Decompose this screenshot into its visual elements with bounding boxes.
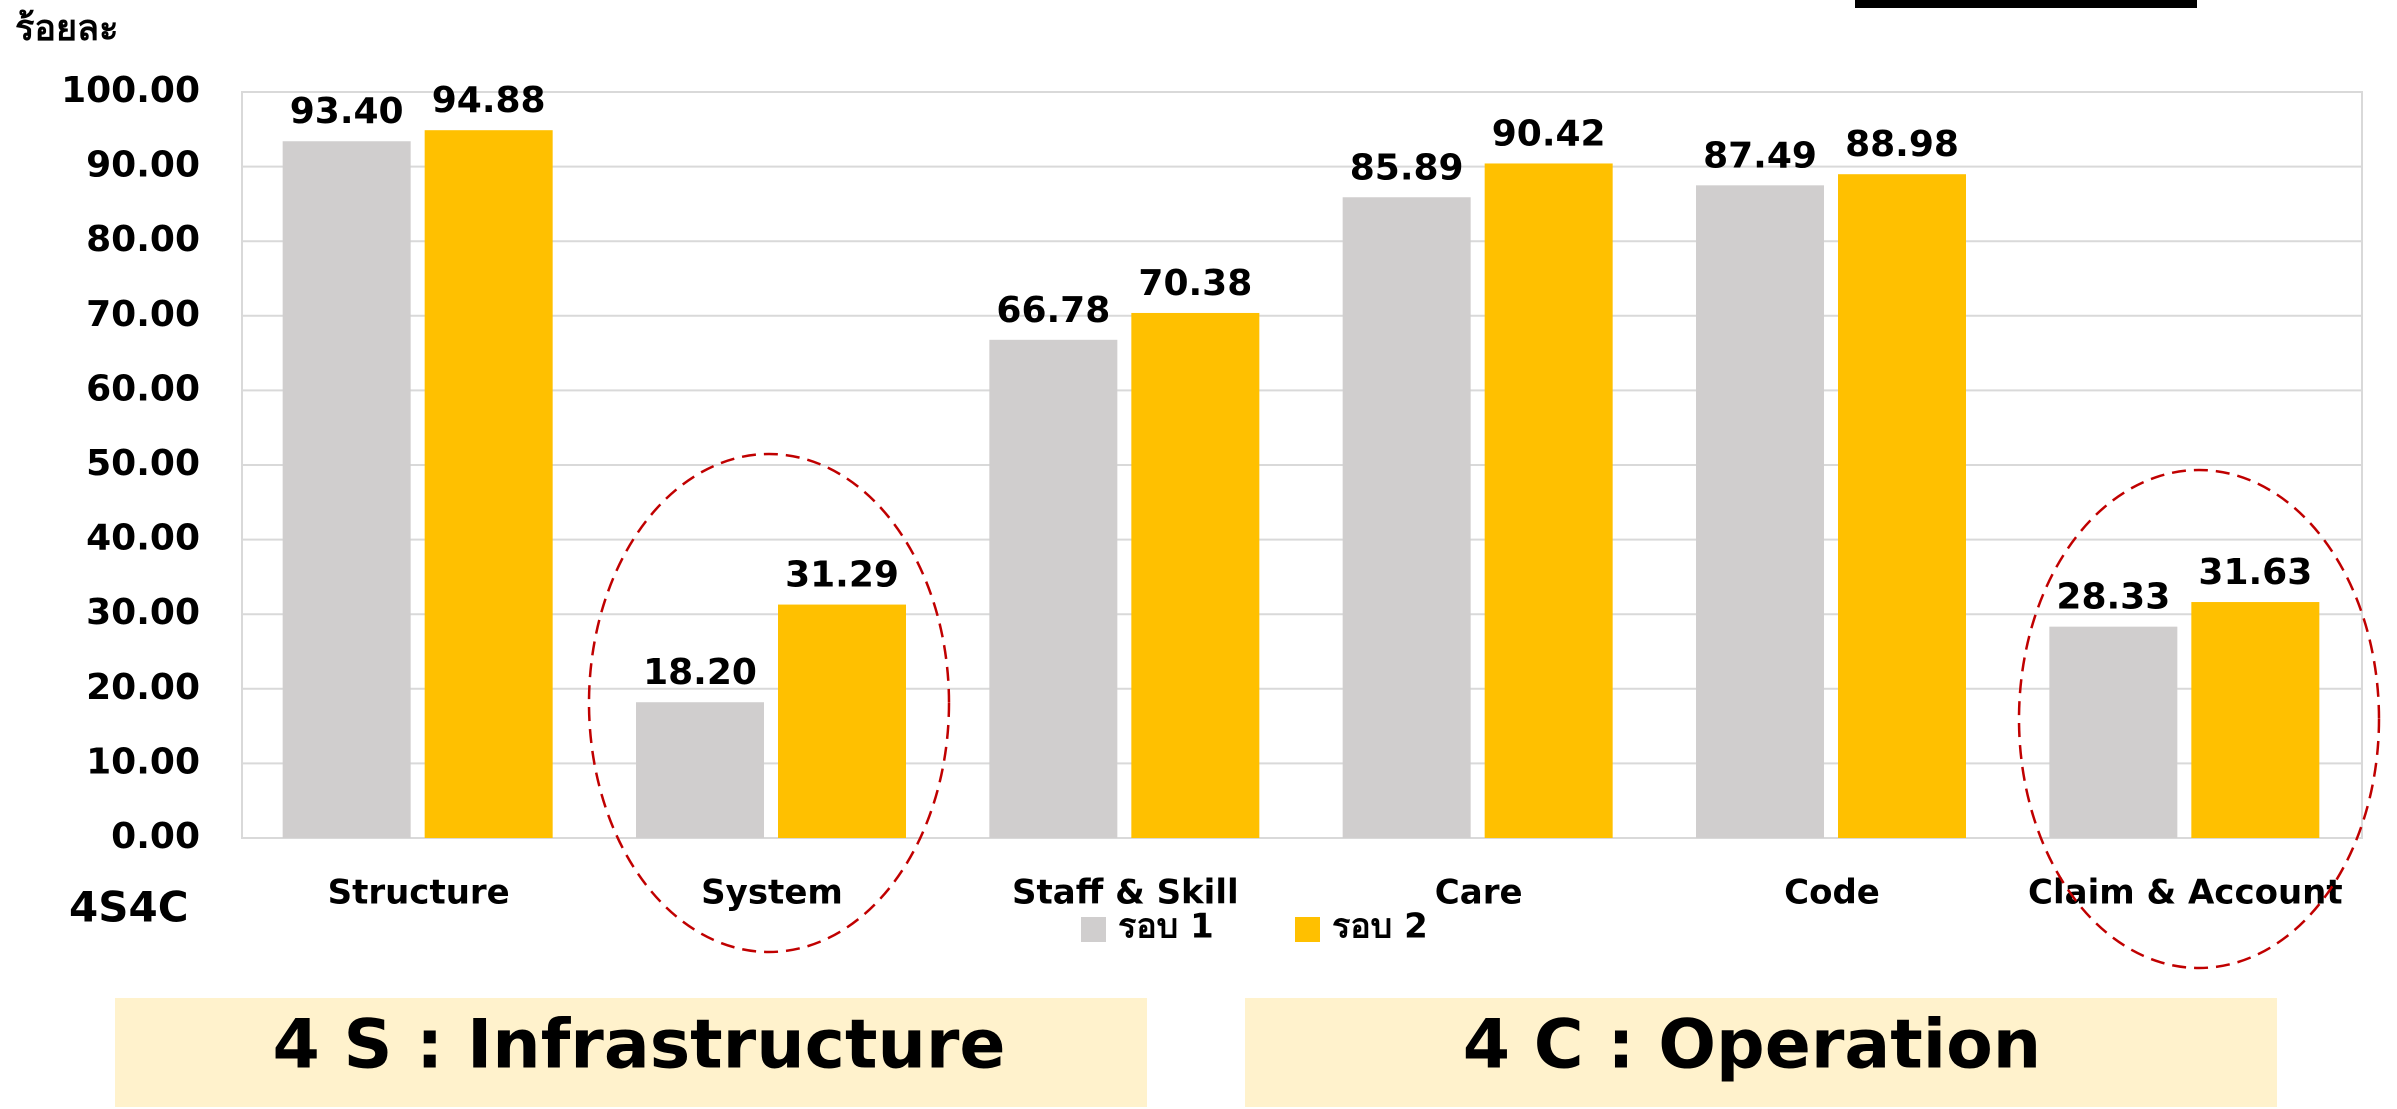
bar [1696, 185, 1824, 839]
highlight-ellipse [2017, 468, 2381, 970]
y-tick-label: 90.00 [86, 145, 200, 186]
y-tick-label: 80.00 [86, 219, 200, 260]
panel [1245, 998, 2277, 1107]
legend-label: รอบ 1 [1118, 907, 1214, 947]
value-label: 94.88 [432, 80, 546, 121]
bar [2191, 602, 2320, 838]
bar [778, 604, 906, 838]
bar [282, 141, 411, 839]
bar [2049, 626, 2178, 838]
panel-title: 4 C : Operation [1463, 1006, 2041, 1085]
value-label: 70.38 [1138, 263, 1252, 304]
x-tick-label: Staff & Skill [1012, 873, 1239, 913]
value-label: 31.29 [785, 555, 899, 596]
y-tick-label: 10.00 [86, 741, 200, 782]
bar [1484, 163, 1613, 838]
y-tick-label: 20.00 [86, 667, 200, 708]
value-label: 66.78 [996, 290, 1110, 331]
value-label: 28.33 [2056, 577, 2170, 618]
value-label: 31.63 [2198, 552, 2312, 593]
value-label: 88.98 [1845, 124, 1959, 165]
y-tick-label: 70.00 [86, 294, 200, 335]
x-tick-label: Care [1435, 873, 1523, 913]
highlight-ellipse [587, 452, 951, 954]
x-axis-title: 4S4C [69, 883, 189, 932]
x-tick-label: Structure [328, 873, 510, 913]
x-tick-label: System [701, 873, 843, 913]
bar [636, 702, 764, 838]
bar [1838, 174, 1966, 838]
y-tick-label: 100.00 [61, 70, 200, 111]
bar [1342, 197, 1471, 838]
panel [115, 998, 1147, 1107]
legend-swatch [1081, 917, 1106, 942]
legend-swatch [1295, 917, 1320, 942]
bar [989, 339, 1118, 838]
x-tick-label: Code [1784, 873, 1880, 913]
bar [424, 130, 553, 839]
y-tick-label: 50.00 [86, 443, 200, 484]
value-label: 93.40 [290, 91, 404, 132]
value-label: 85.89 [1350, 147, 1464, 188]
y-tick-label: 60.00 [86, 368, 200, 409]
y-tick-label: 0.00 [111, 816, 200, 857]
y-axis-title: ร้อยละ [15, 8, 118, 49]
legend-label: รอบ 2 [1332, 907, 1428, 947]
y-tick-label: 40.00 [86, 518, 200, 559]
x-tick-label: Claim & Account [2028, 873, 2343, 913]
panel-title: 4 S : Infrastructure [272, 1006, 1005, 1085]
y-tick-label: 30.00 [86, 592, 200, 633]
value-label: 87.49 [1703, 135, 1817, 176]
top-bar [1855, 0, 2197, 8]
value-label: 18.20 [643, 652, 757, 693]
bar [1131, 312, 1260, 838]
value-label: 90.42 [1492, 113, 1606, 154]
